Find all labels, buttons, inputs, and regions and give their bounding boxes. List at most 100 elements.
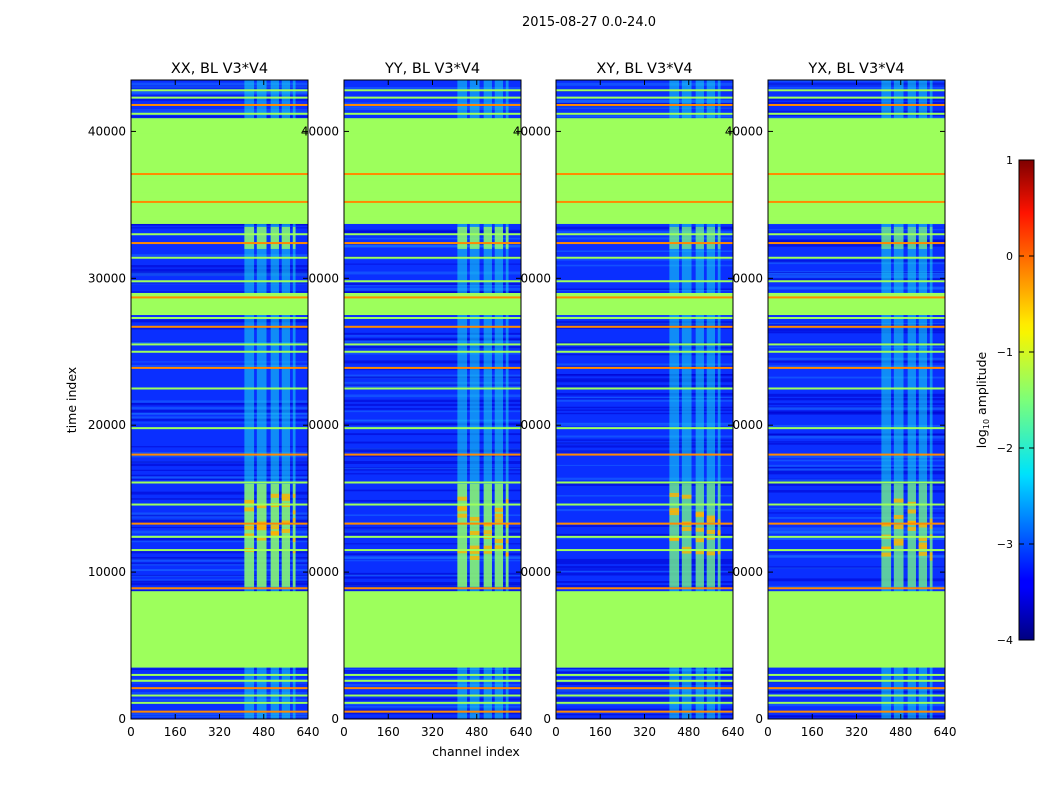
noise-stripe: [556, 585, 733, 588]
noise-stripe: [768, 397, 945, 401]
noise-stripe: [556, 323, 733, 327]
x-tick-label: 160: [377, 725, 400, 739]
noise-stripe: [131, 518, 308, 520]
rfi-strong-region: [457, 483, 468, 587]
noise-stripe: [556, 289, 733, 292]
flagged-block: [344, 293, 521, 316]
rfi-strong-region: [256, 226, 267, 249]
flag-line: [344, 233, 521, 236]
flag-line: [556, 190, 733, 193]
noise-stripe: [344, 572, 521, 576]
y-tick-label: 0: [543, 712, 551, 726]
noise-stripe: [768, 277, 945, 281]
panel-xx: XX, BL V3*V4 0 160 320 480 640 0 10000 20000 3000…: [88, 61, 320, 739]
noise-stripe: [344, 433, 521, 436]
flag-line: [768, 687, 945, 690]
rfi-hot-cell: [469, 545, 480, 550]
flag-line: [768, 103, 945, 106]
noise-stripe: [131, 223, 308, 226]
noise-stripe: [556, 565, 733, 569]
noise-stripe: [131, 270, 308, 274]
noise-stripe: [344, 499, 521, 502]
flag-line: [768, 242, 945, 245]
flag-line: [131, 325, 308, 328]
noise-stripe: [556, 250, 733, 253]
noise-stripe: [344, 589, 521, 591]
noise-stripe: [344, 426, 521, 428]
noise-stripe: [556, 495, 733, 497]
flag-line: [344, 549, 521, 552]
noise-stripe: [768, 376, 945, 379]
x-tick-label: 0: [764, 725, 772, 739]
x-tick-label: 640: [934, 725, 957, 739]
noise-stripe: [131, 476, 308, 478]
flag-line: [556, 350, 733, 353]
noise-stripe: [768, 110, 945, 113]
x-tick-label: 0: [127, 725, 135, 739]
rfi-strong-region: [281, 226, 291, 249]
flag-line: [344, 103, 521, 106]
noise-stripe: [131, 422, 308, 424]
colorbar-tick-label: −4: [997, 634, 1013, 647]
noise-stripe: [768, 530, 945, 534]
noise-stripe: [344, 394, 521, 398]
rfi-channel-band: [292, 80, 296, 719]
noise-stripe: [556, 700, 733, 703]
rfi-strong-region: [717, 226, 721, 249]
noise-stripe: [768, 690, 945, 693]
rfi-hot-cell: [469, 531, 480, 536]
noise-stripe: [344, 553, 521, 556]
flag-line: [768, 481, 945, 484]
rfi-hot-cell: [907, 509, 916, 514]
noise-stripe: [131, 530, 308, 534]
noise-stripe: [344, 705, 521, 709]
noise-stripe: [556, 399, 733, 402]
noise-stripe: [768, 538, 945, 540]
x-tick-label: 320: [421, 725, 444, 739]
y-tick-label: 20000: [88, 418, 126, 432]
rfi-hot-cell: [669, 511, 680, 516]
rfi-channel-band: [717, 80, 721, 719]
noise-stripe: [344, 399, 521, 403]
noise-stripe: [344, 576, 521, 579]
noise-stripe: [131, 589, 308, 592]
rfi-hot-cell: [929, 552, 933, 557]
noise-stripe: [768, 328, 945, 332]
rfi-channel-band: [918, 80, 928, 719]
flag-line: [344, 112, 521, 115]
rfi-channel-band: [907, 80, 916, 719]
noise-stripe: [131, 463, 308, 467]
panels-group: XX, BL V3*V4 0 160 320 480 640 0 10000 20000 3000…: [88, 61, 957, 739]
flag-line: [131, 710, 308, 713]
noise-stripe: [556, 581, 733, 583]
rfi-strong-region: [695, 226, 704, 249]
x-tick-label: 480: [677, 725, 700, 739]
x-tick-label: 0: [340, 725, 348, 739]
rfi-hot-cell: [881, 552, 892, 557]
flag-line: [344, 343, 521, 346]
noise-stripe: [344, 403, 521, 406]
flag-line: [768, 587, 945, 590]
noise-stripe: [344, 560, 521, 562]
y-tick-label: 0000: [308, 418, 339, 432]
rfi-hot-cell: [893, 498, 904, 503]
noise-stripe: [768, 261, 945, 265]
rfi-hot-cell: [270, 531, 279, 536]
flag-line: [556, 535, 733, 538]
noise-stripe: [131, 403, 308, 406]
noise-stripe: [556, 682, 733, 686]
noise-stripe: [344, 683, 521, 687]
noise-stripe: [556, 675, 733, 678]
noise-stripe: [556, 264, 733, 267]
rfi-strong-region: [469, 483, 480, 587]
rfi-channel-band: [270, 80, 279, 719]
noise-stripe: [344, 102, 521, 105]
noise-stripe: [131, 559, 308, 562]
flag-line: [768, 535, 945, 538]
noise-stripe: [768, 552, 945, 554]
colorbar-tick-label: 1: [1006, 154, 1013, 167]
rfi-hot-cell: [929, 518, 933, 523]
rfi-hot-cell: [292, 538, 296, 543]
noise-stripe: [131, 469, 308, 471]
noise-stripe: [131, 682, 308, 684]
